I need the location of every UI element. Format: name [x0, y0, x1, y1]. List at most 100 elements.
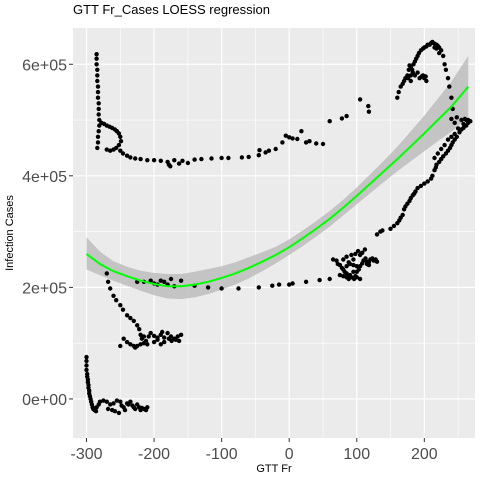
data-point [128, 342, 133, 347]
data-point [263, 150, 268, 155]
data-point [104, 147, 110, 152]
data-point [449, 116, 454, 122]
data-point [95, 67, 100, 73]
data-point [341, 257, 346, 262]
data-point [344, 264, 349, 269]
data-point [118, 139, 124, 144]
data-point [111, 293, 116, 298]
data-point [104, 271, 110, 276]
data-point [374, 259, 380, 264]
data-point [121, 336, 126, 341]
data-point [128, 315, 133, 321]
data-point [239, 155, 245, 160]
data-point [441, 154, 446, 159]
y-tick-label: 6e+05 [22, 57, 67, 74]
data-point [84, 358, 89, 364]
data-point [168, 164, 173, 169]
loess-line [85, 85, 469, 288]
data-point [434, 162, 439, 167]
data-point [160, 329, 165, 335]
data-point [114, 298, 119, 303]
data-point [97, 399, 103, 404]
data-point [459, 117, 464, 123]
data-point [124, 153, 130, 158]
data-point [408, 78, 413, 84]
data-point [351, 262, 356, 268]
data-point [118, 303, 123, 308]
data-point [209, 156, 214, 161]
data-point [236, 286, 241, 291]
data-point [151, 339, 157, 345]
data-point [96, 101, 101, 106]
data-point [199, 156, 204, 162]
data-point [94, 62, 99, 67]
data-point [355, 248, 361, 254]
data-point [341, 274, 346, 279]
data-point [266, 148, 272, 153]
x-tick-label: -100 [206, 446, 238, 463]
data-point [226, 155, 231, 161]
data-point [360, 250, 365, 255]
data-point [445, 137, 451, 142]
data-point [415, 70, 420, 75]
data-point [441, 53, 446, 59]
data-point [219, 155, 224, 161]
data-point [185, 160, 191, 166]
data-point [354, 275, 359, 280]
x-tick-label: 200 [411, 446, 438, 463]
data-point [388, 226, 393, 231]
data-point [327, 119, 332, 124]
data-point [145, 158, 150, 163]
data-point [116, 410, 122, 416]
data-point [168, 276, 174, 282]
data-point [314, 141, 319, 146]
x-tick-label: -200 [138, 446, 170, 463]
data-point [424, 78, 429, 84]
data-point [84, 367, 89, 373]
data-point [349, 252, 354, 258]
data-point [347, 274, 353, 279]
data-point [138, 156, 143, 162]
data-point [205, 285, 211, 290]
data-point [374, 232, 380, 237]
data-point [145, 405, 150, 410]
data-point [104, 399, 110, 404]
data-point [283, 133, 288, 138]
data-point [391, 223, 397, 229]
data-point [439, 146, 444, 152]
data-point [366, 262, 372, 268]
data-point [137, 327, 142, 332]
data-point [131, 318, 136, 324]
x-tick-label: -300 [70, 446, 102, 463]
data-point [114, 398, 120, 403]
data-point [303, 279, 309, 284]
data-point [412, 73, 418, 78]
data-point [84, 363, 89, 368]
chart-title: GTT Fr_Cases LOESS regression [73, 2, 270, 17]
data-point [256, 285, 261, 290]
data-point [162, 279, 167, 284]
data-point [95, 145, 100, 151]
data-point [141, 341, 147, 346]
data-point [320, 141, 326, 147]
data-point [339, 116, 345, 121]
y-tick-label: 2e+05 [22, 280, 67, 297]
loess-line-layer [85, 85, 469, 288]
data-point [418, 183, 424, 189]
data-point [118, 148, 123, 153]
data-point [155, 337, 160, 342]
data-point [124, 339, 130, 345]
data-point [295, 136, 300, 142]
data-point [105, 406, 111, 412]
data-point [354, 264, 359, 269]
data-point [351, 257, 356, 262]
data-point [95, 95, 101, 100]
data-point [95, 78, 100, 84]
data-point [363, 256, 368, 261]
data-point [116, 142, 122, 148]
data-point [400, 212, 405, 218]
data-point [455, 126, 461, 131]
data-point [108, 286, 113, 291]
